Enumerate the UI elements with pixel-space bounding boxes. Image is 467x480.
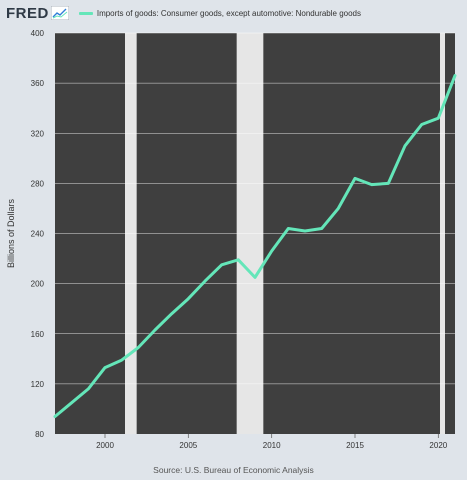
y-tick-label: 160 — [31, 330, 45, 339]
data-point — [87, 387, 90, 391]
y-tick-label: 80 — [35, 430, 44, 439]
legend: Imports of goods: Consumer goods, except… — [78, 8, 361, 18]
legend-label: Imports of goods: Consumer goods, except… — [96, 8, 361, 18]
y-tick-label: 200 — [31, 280, 45, 289]
legend-swatch — [78, 11, 93, 15]
source-note: Source: U.S. Bureau of Economic Analysis — [153, 465, 314, 475]
data-point — [387, 182, 390, 185]
x-tick-label: 2015 — [346, 441, 364, 450]
fred-chart-icon — [50, 6, 69, 20]
data-point — [320, 227, 323, 230]
data-point — [270, 249, 273, 253]
data-point — [203, 279, 207, 283]
data-point — [237, 258, 240, 262]
data-point — [437, 117, 440, 120]
data-point — [353, 177, 357, 180]
series-layer — [53, 74, 457, 418]
chart-header: FRED Imports of goods: Consumer goods, e… — [6, 4, 361, 22]
data-point — [370, 183, 373, 186]
y-tick-label: 120 — [31, 380, 45, 389]
data-point — [220, 263, 223, 267]
fred-logo[interactable]: FRED — [6, 4, 49, 22]
y-tick-label: 320 — [31, 129, 45, 138]
data-point — [137, 346, 140, 349]
y-axis-label: Billions of Dollars — [6, 198, 16, 268]
data-point — [253, 276, 257, 279]
x-tick-label: 2020 — [429, 441, 447, 450]
data-point — [120, 358, 123, 362]
data-point — [403, 144, 407, 147]
x-tick-label: 2005 — [179, 441, 197, 450]
x-tick-label: 2010 — [263, 441, 281, 450]
y-tick-label: 360 — [31, 79, 45, 88]
data-point — [420, 123, 423, 126]
data-point — [70, 401, 73, 404]
y-tick-label: 400 — [31, 29, 45, 38]
data-point — [303, 229, 307, 233]
data-point — [287, 227, 290, 230]
data-point — [337, 207, 340, 210]
data-point — [170, 312, 173, 315]
x-tick-label: 2000 — [96, 441, 114, 450]
y-tick-label: 240 — [31, 230, 45, 239]
y-tick-label: 280 — [31, 179, 45, 188]
data-point — [53, 415, 57, 418]
data-point — [103, 366, 107, 369]
data-point — [453, 74, 457, 77]
data-point — [153, 328, 157, 332]
x-axis-ticks: 2000 2005 2010 2015 2020 — [96, 434, 448, 450]
y-axis-ticks: 80 120 160 200 240 280 320 360 400 — [31, 29, 45, 439]
data-point — [187, 297, 190, 300]
